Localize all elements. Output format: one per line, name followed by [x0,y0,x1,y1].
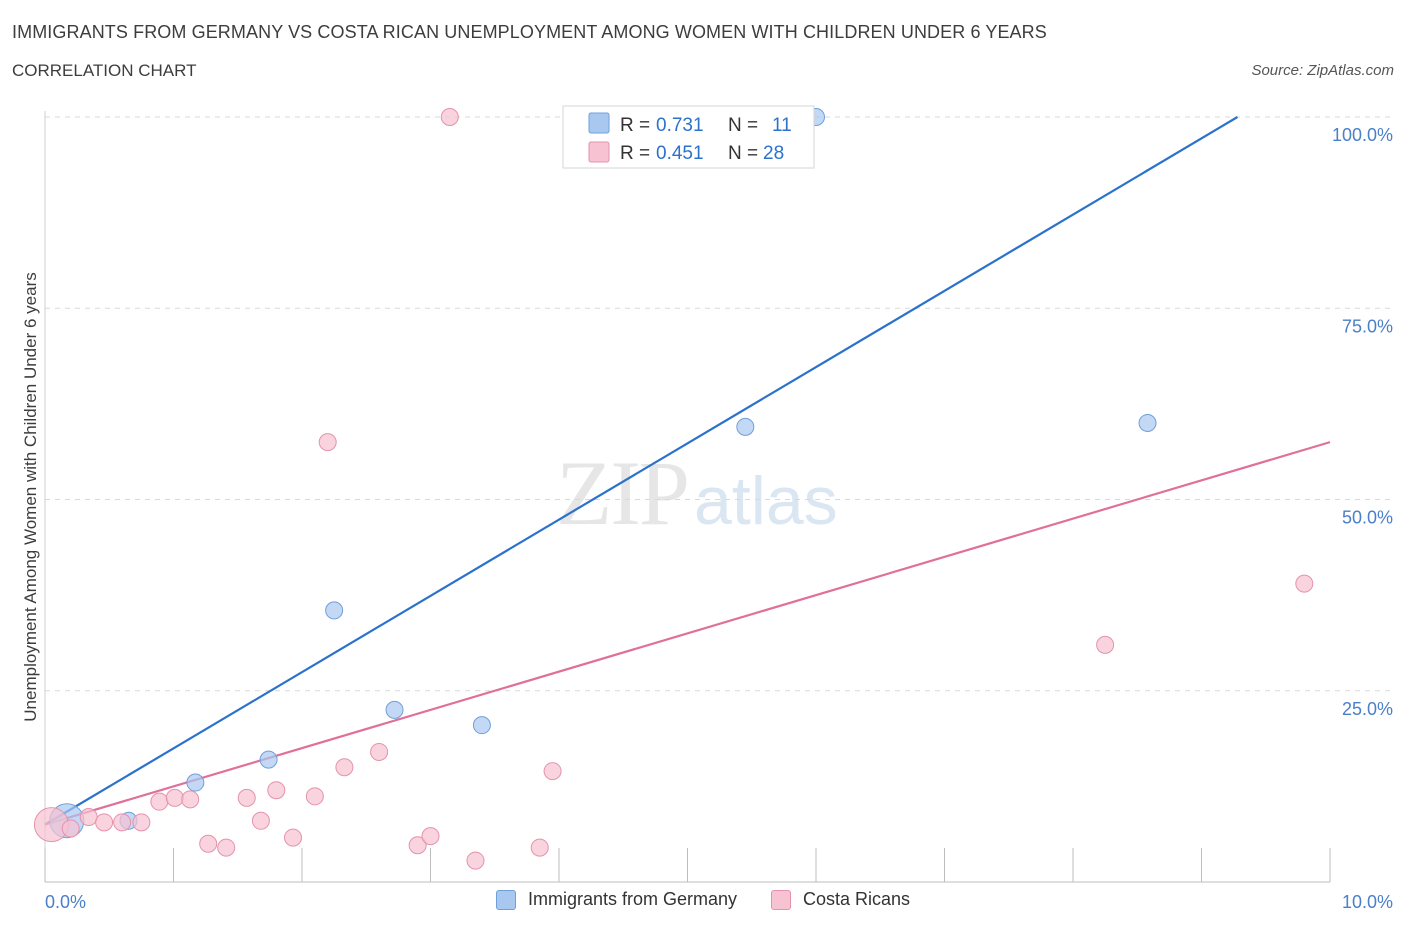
y-tick-label: 75.0% [1342,316,1393,336]
legend-label-costa-ricans: Costa Ricans [803,889,911,909]
germany-point [325,601,344,620]
costa-rican-point [251,811,270,830]
costa-rican-point [1096,635,1115,654]
germany-trendline [44,116,1239,826]
legend-swatch-germany [495,889,516,910]
y-tick-label: 25.0% [1342,699,1393,719]
germany-point [385,700,404,719]
costa-rican-point [165,788,184,807]
source-label: Source: ZipAtlas.com [1251,62,1394,79]
costa-rican-point [284,828,303,847]
grid [45,116,1392,692]
y-tick-label: 50.0% [1342,508,1393,528]
costa-rican-point [305,787,324,806]
legend-swatch-costa [771,889,791,910]
legend-swatch-costa [588,141,610,163]
costa-rican-point [530,838,549,857]
legend-r-value: 0.451 [656,143,704,164]
costa-rican-point [79,807,98,826]
legend-n-label: N = [728,143,758,164]
legend-n-label: N = [728,115,758,136]
costa-rican-trendline [44,441,1331,826]
costa-rican-point [466,851,485,870]
legend-label-germany: Immigrants from Germany [527,889,737,909]
chart-subtitle: CORRELATION CHART [12,61,197,80]
germany-point [1138,414,1157,432]
costa-rican-point [199,834,218,853]
germany-point [736,417,755,436]
germany-point [186,773,205,792]
costa-rican-point [95,813,114,832]
costa-rican-point [335,758,354,777]
axes [44,111,1331,883]
y-tick-label: 100.0% [1332,125,1393,145]
tick-labels: 25.0% 50.0% 75.0% 100.0% 0.0% 10.0% [45,125,1393,912]
chart-title: IMMIGRANTS FROM GERMANY VS COSTA RICAN U… [12,22,1047,42]
costa-rican-point [1295,574,1314,593]
series-legend: Immigrants from Germany Costa Ricans [0,889,1406,910]
costa-rican-point [440,108,459,126]
legend-r-value: 0.731 [656,115,704,136]
legend-item-germany[interactable]: Immigrants from Germany [495,889,737,910]
costa-rican-point [237,788,256,807]
costa-rican-point [267,781,286,800]
legend-swatch-germany [588,112,610,134]
legend-n-value: 11 [772,115,792,136]
costa-rican-point [113,813,132,832]
germany-point [472,716,491,735]
costa-rican-point [181,790,200,809]
y-axis-title: Unemployment Among Women with Children U… [21,272,40,721]
costa-rican-point [132,813,151,832]
legend-r-label: R = [620,115,650,136]
data-points [33,108,1314,870]
trendlines [44,116,1331,826]
legend-item-costa-ricans[interactable]: Costa Ricans [771,889,910,910]
x-tick-label: 0.0% [45,892,86,912]
legend-r-label: R = [620,143,650,164]
costa-rican-point [150,792,169,811]
costa-rican-point [408,836,427,855]
costa-rican-point [543,762,562,781]
germany-point [259,750,278,769]
costa-rican-point [61,819,80,838]
costa-rican-point [318,433,337,452]
costa-rican-point [217,838,236,857]
x-tick-label: 10.0% [1342,892,1393,912]
costa-rican-point [370,742,389,761]
correlation-legend: R = 0.731 N = 11 R = 0.451 N = 28 [562,105,815,169]
legend-n-value: 28 [763,143,784,164]
costa-rican-point [421,827,440,846]
